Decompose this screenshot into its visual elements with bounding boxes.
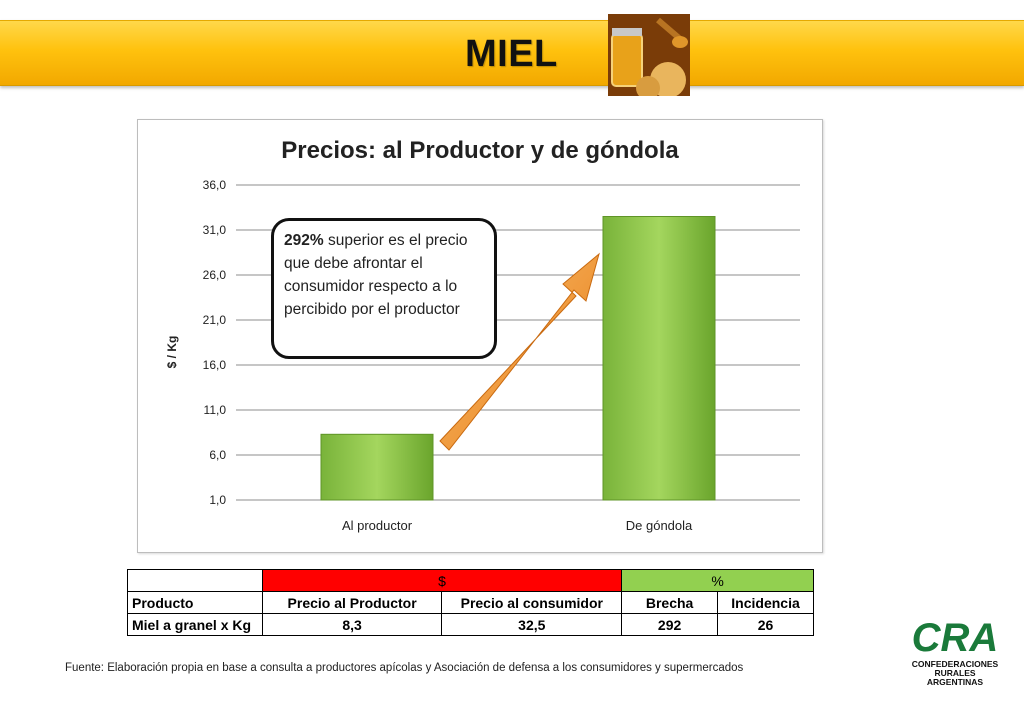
logo-caption: CONFEDERACIONES RURALES ARGENTINAS xyxy=(905,660,1005,687)
bar-chart: Precios: al Productor y de góndola $ / K… xyxy=(165,137,800,533)
logo-line: RURALES xyxy=(934,668,976,678)
percent-group-header: % xyxy=(621,569,814,592)
bar-al-productor xyxy=(320,433,434,501)
y-tick-label: 11,0 xyxy=(204,403,227,417)
y-tick-label: 6,0 xyxy=(209,448,226,462)
y-tick-label: 1,0 xyxy=(209,493,226,507)
table-cell: 26 xyxy=(717,613,814,636)
logo-line: ARGENTINAS xyxy=(926,677,984,687)
y-tick-label: 36,0 xyxy=(203,178,227,192)
title-banner xyxy=(0,20,1024,86)
cra-logo: CRA xyxy=(905,615,1005,690)
increase-arrow-icon xyxy=(439,252,600,451)
y-tick-label: 16,0 xyxy=(203,358,227,372)
y-tick-label: 26,0 xyxy=(203,268,227,282)
column-header: Incidencia xyxy=(717,591,814,614)
table-header-row: Producto Precio al Productor Precio al c… xyxy=(127,591,814,614)
chart-title: Precios: al Productor y de góndola xyxy=(281,137,679,164)
table-cell: Miel a granel x Kg xyxy=(127,613,263,636)
source-note: Fuente: Elaboración propia en base a con… xyxy=(65,662,744,674)
annotation-highlight: 292% xyxy=(284,232,324,249)
table-cell: 292 xyxy=(621,613,719,636)
svg-text:CRA: CRA xyxy=(912,616,999,657)
currency-group-header: $ xyxy=(261,569,623,592)
table-corner-cell xyxy=(127,569,263,592)
honey-jar-image xyxy=(608,14,690,96)
page-title: MIEL xyxy=(465,33,558,75)
y-tick-label: 31,0 xyxy=(203,223,227,237)
logo-line: CONFEDERACIONES xyxy=(911,659,999,669)
column-header: Precio al Productor xyxy=(261,591,443,614)
table-row: Miel a granel x Kg 8,3 32,5 292 26 xyxy=(127,613,814,636)
column-header: Brecha xyxy=(621,591,719,614)
y-tick-label: 21,0 xyxy=(203,313,227,327)
table-group-header-row: $ % xyxy=(127,569,814,592)
x-tick-label: Al productor xyxy=(342,518,413,533)
column-header: Producto xyxy=(127,591,263,614)
x-tick-label: De góndola xyxy=(626,518,693,533)
table-cell: 32,5 xyxy=(441,613,623,636)
annotation-text: superior es el precio que debe afrontar … xyxy=(284,232,468,318)
column-header: Precio al consumidor xyxy=(441,591,623,614)
price-table: $ % Producto Precio al Productor Precio … xyxy=(127,569,814,636)
bar-de-gondola xyxy=(602,216,716,501)
y-axis-label: $ / Kg xyxy=(165,336,179,369)
chart-annotation-callout: 292% superior es el precio que debe afro… xyxy=(271,218,497,359)
table-cell: 8,3 xyxy=(261,613,443,636)
